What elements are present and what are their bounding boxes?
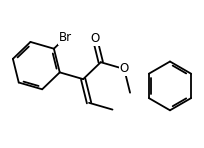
Text: O: O xyxy=(120,62,129,75)
Text: Br: Br xyxy=(59,31,72,44)
Text: O: O xyxy=(90,32,100,45)
